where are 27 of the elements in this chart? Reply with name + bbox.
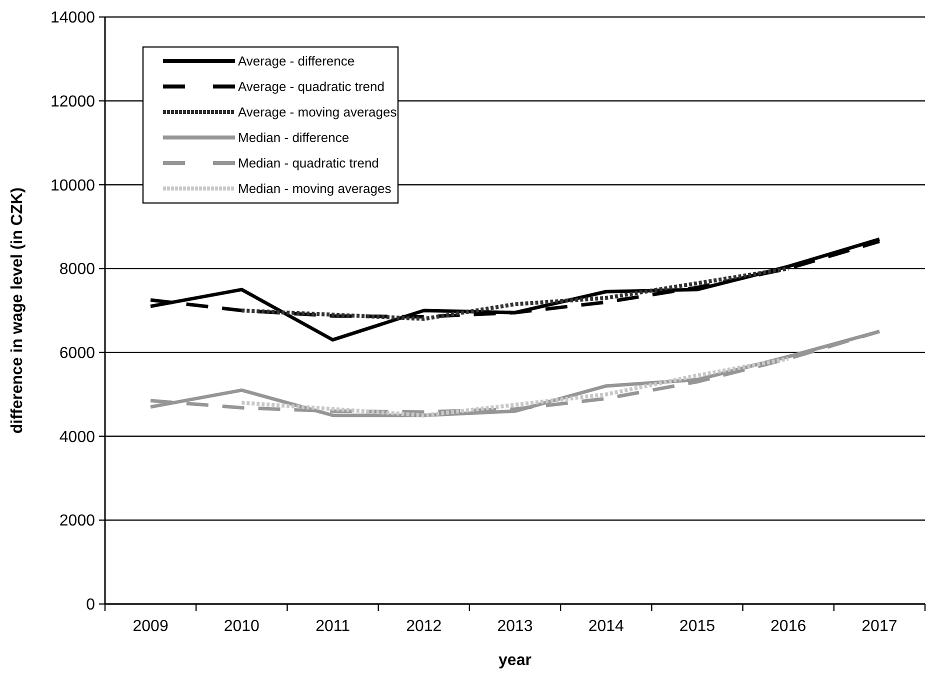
legend-label: Average - difference <box>238 54 355 69</box>
legend-label: Median - difference <box>238 130 350 146</box>
line-series <box>240 266 790 321</box>
x-tick-label: 2010 <box>224 618 260 635</box>
legend-label: Median - moving averages <box>238 181 392 196</box>
x-tick-label: 2013 <box>497 618 533 635</box>
line-series <box>240 356 790 418</box>
y-tick-label: 12000 <box>50 93 96 110</box>
x-tick-label: 2014 <box>588 618 624 635</box>
x-tick-label: 2017 <box>862 618 898 635</box>
y-tick-label: 2000 <box>59 512 96 530</box>
x-axis-title: year <box>498 652 532 669</box>
y-tick-label: 14000 <box>50 10 96 27</box>
x-tick-label: 2016 <box>770 618 806 635</box>
y-tick-label: 0 <box>86 596 96 614</box>
x-tick-label: 2012 <box>406 618 442 635</box>
y-tick-label: 4000 <box>59 428 96 446</box>
y-tick-label: 8000 <box>59 261 96 278</box>
x-tick-label: 2011 <box>316 618 350 635</box>
y-axis-title: difference in wage level (in CZK) <box>9 187 26 434</box>
legend-label: Median - quadratic trend <box>238 156 379 171</box>
y-tick-label: 10000 <box>50 177 96 194</box>
y-tick-label: 6000 <box>59 345 96 362</box>
legend-label: Average - moving averages <box>238 104 398 120</box>
x-tick-label: 2015 <box>679 618 716 635</box>
x-tick-label: 2009 <box>132 618 168 635</box>
legend-label: Average - quadratic trend <box>238 79 384 94</box>
